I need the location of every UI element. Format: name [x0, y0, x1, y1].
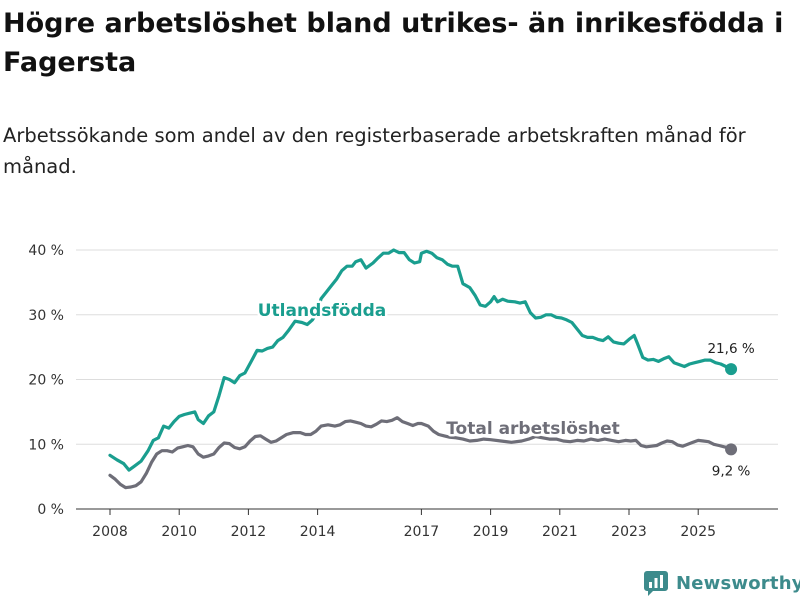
- series-label-utlandsfodda-halo: Utlandsfödda: [258, 301, 387, 321]
- chart-subtitle: Arbetssökande som andel av den registerb…: [3, 124, 746, 178]
- x-tick-label: 2019: [473, 524, 509, 540]
- series-line-total: [108, 416, 733, 490]
- end-label: 21,6 %: [707, 341, 754, 357]
- end-point-total: [725, 443, 738, 456]
- x-tick-label: 2025: [680, 524, 716, 540]
- y-tick-label: 10 %: [28, 437, 64, 453]
- y-tick-label: 30 %: [28, 308, 64, 324]
- series-line-utlandsfodda: [108, 248, 733, 472]
- series-label-utlandsfodda: Utlandsfödda: [258, 301, 387, 321]
- y-tick-label: 20 %: [28, 373, 64, 389]
- x-tick-label: 2008: [92, 524, 128, 540]
- x-tick-label: 2010: [161, 524, 197, 540]
- series-label-total-halo: Total arbetslöshet: [446, 419, 620, 439]
- brand-name: Newsworthy: [676, 572, 800, 594]
- x-tick-label: 2012: [231, 524, 267, 540]
- series-label-total: Total arbetslöshet: [446, 419, 620, 439]
- newsworthy-logo: Newsworthy: [644, 568, 800, 598]
- x-tick-label: 2014: [300, 524, 336, 540]
- newsworthy-chart-icon: [644, 571, 668, 596]
- end-label: 9,2 %: [712, 463, 751, 479]
- y-tick-label: 0 %: [37, 502, 64, 518]
- chart-title: Högre arbetslöshet bland utrikes- än inr…: [3, 8, 784, 78]
- x-tick-label: 2017: [404, 524, 440, 540]
- end-point-utlandsfodda: [725, 363, 738, 376]
- x-tick-label: 2021: [542, 524, 578, 540]
- y-tick-label: 40 %: [28, 243, 64, 259]
- x-tick-label: 2023: [611, 524, 647, 540]
